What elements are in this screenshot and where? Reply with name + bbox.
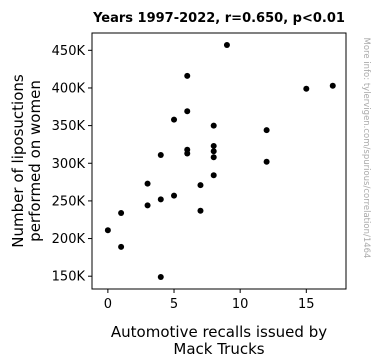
data-point xyxy=(171,116,178,123)
data-point xyxy=(197,182,204,189)
y-tick-label: 350K xyxy=(52,119,86,134)
data-point xyxy=(223,42,230,49)
y-tick-label: 300K xyxy=(52,157,86,172)
data-points xyxy=(104,42,336,280)
data-point xyxy=(210,148,217,155)
y-tick-label: 150K xyxy=(52,270,86,285)
data-point xyxy=(210,122,217,129)
y-axis-label-line-1: Number of liposuctions xyxy=(9,74,27,248)
plot-frame xyxy=(91,32,347,290)
y-tick-label: 200K xyxy=(52,232,86,247)
chart-title: Years 1997-2022, r=0.650, p<0.01 xyxy=(92,11,345,26)
y-axis-ticks: 150K 200K 250K 300K 350K 400K 450K xyxy=(52,44,92,285)
data-point xyxy=(171,192,178,199)
data-point xyxy=(157,196,164,203)
y-axis-label-line-2: performed on women xyxy=(26,80,44,242)
data-point xyxy=(329,82,336,89)
data-point xyxy=(118,209,125,216)
source-note: More info: tylervigen.com/spurious/corre… xyxy=(361,38,371,259)
y-tick-label: 250K xyxy=(52,194,86,209)
data-point xyxy=(303,85,310,92)
data-point xyxy=(263,158,270,165)
y-tick-label: 400K xyxy=(52,81,86,96)
data-point xyxy=(184,150,191,157)
data-point xyxy=(197,207,204,214)
data-point xyxy=(210,172,217,179)
x-tick-label: 15 xyxy=(298,297,315,312)
x-tick-label: 0 xyxy=(104,297,112,312)
data-point xyxy=(157,151,164,158)
data-point xyxy=(144,202,151,209)
x-tick-label: 5 xyxy=(170,297,178,312)
x-axis-label-line-2: Mack Trucks xyxy=(173,340,264,358)
data-point xyxy=(184,72,191,79)
data-point xyxy=(210,142,217,149)
data-point xyxy=(118,243,125,250)
data-point xyxy=(263,127,270,134)
data-point xyxy=(157,273,164,280)
y-tick-label: 450K xyxy=(52,44,86,59)
data-point xyxy=(104,227,111,234)
data-point xyxy=(210,154,217,161)
data-point xyxy=(144,180,151,187)
data-point xyxy=(184,108,191,115)
x-axis-ticks: 0 5 10 15 xyxy=(104,289,315,312)
x-axis-label-line-1: Automotive recalls issued by xyxy=(111,323,327,341)
x-tick-label: 10 xyxy=(232,297,249,312)
